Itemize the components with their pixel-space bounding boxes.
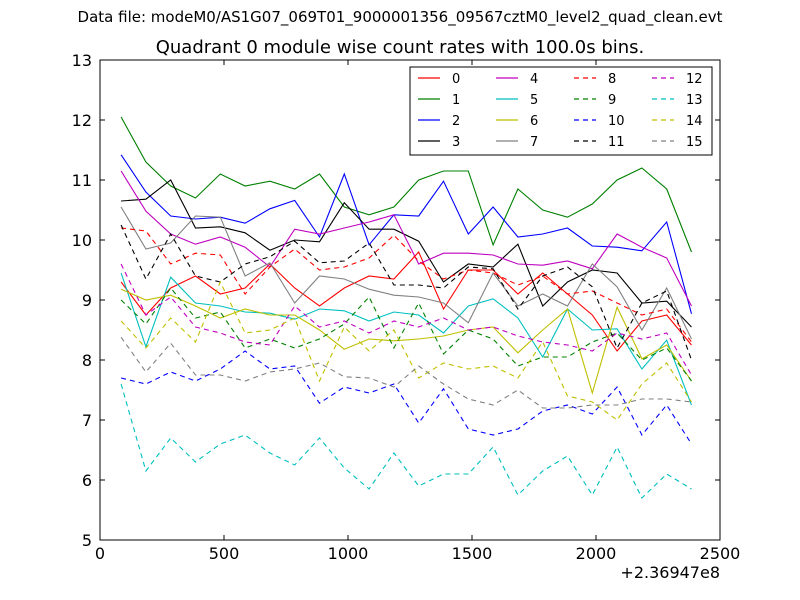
series-line-9 bbox=[120, 287, 692, 382]
y-tick-label: 7 bbox=[82, 411, 92, 430]
chart-title: Quadrant 0 module wise count rates with … bbox=[155, 37, 645, 58]
y-tick-label: 6 bbox=[82, 471, 92, 490]
y-tick-label: 11 bbox=[72, 171, 92, 190]
series-line-11 bbox=[120, 224, 693, 361]
x-tick-label: 2000 bbox=[576, 544, 617, 563]
legend-label-15: 15 bbox=[686, 135, 703, 150]
series-layer bbox=[120, 116, 693, 499]
legend-label-13: 13 bbox=[686, 93, 703, 108]
y-tick-label: 13 bbox=[72, 51, 92, 70]
legend-label-12: 12 bbox=[686, 72, 703, 87]
series-line-10 bbox=[120, 350, 692, 445]
x-offset-label: +2.36947e8 bbox=[620, 563, 720, 582]
legend-label-11: 11 bbox=[608, 135, 625, 150]
series-line-6 bbox=[120, 288, 692, 395]
data-file-caption: Data file: modeM0/AS1G07_069T01_90000013… bbox=[77, 8, 723, 26]
legend-label-10: 10 bbox=[608, 114, 625, 129]
y-tick-label: 12 bbox=[72, 111, 92, 130]
x-tick-label: 0 bbox=[95, 544, 105, 563]
series-line-15 bbox=[120, 336, 692, 409]
legend-label-6: 6 bbox=[530, 114, 538, 129]
series-line-12 bbox=[120, 263, 692, 376]
y-tick-label: 8 bbox=[82, 351, 92, 370]
series-line-2 bbox=[120, 154, 693, 314]
series-line-5 bbox=[120, 272, 693, 406]
legend-label-0: 0 bbox=[452, 72, 460, 87]
legend-label-3: 3 bbox=[452, 135, 460, 150]
series-line-4 bbox=[120, 170, 692, 307]
legend-label-2: 2 bbox=[452, 114, 460, 129]
legend-label-1: 1 bbox=[452, 93, 460, 108]
legend-label-8: 8 bbox=[608, 72, 616, 87]
series-line-0 bbox=[120, 251, 692, 352]
legend-label-9: 9 bbox=[608, 93, 616, 108]
series-line-14 bbox=[120, 280, 692, 421]
legend-box bbox=[409, 66, 713, 156]
x-tick-label: 2500 bbox=[700, 544, 741, 563]
y-tick-label: 9 bbox=[82, 291, 92, 310]
series-line-3 bbox=[121, 179, 692, 328]
x-tick-label: 1000 bbox=[328, 544, 369, 563]
legend-label-7: 7 bbox=[530, 135, 538, 150]
legend-label-14: 14 bbox=[686, 114, 703, 129]
y-tick-label: 10 bbox=[72, 231, 92, 250]
y-tick-label: 5 bbox=[82, 531, 92, 550]
series-line-1 bbox=[120, 116, 693, 253]
series-line-13 bbox=[120, 383, 692, 499]
legend-label-4: 4 bbox=[530, 72, 538, 87]
legend-label-5: 5 bbox=[530, 93, 538, 108]
x-tick-label: 1500 bbox=[452, 544, 493, 563]
x-tick-label: 500 bbox=[209, 544, 240, 563]
series-line-7 bbox=[120, 206, 692, 340]
